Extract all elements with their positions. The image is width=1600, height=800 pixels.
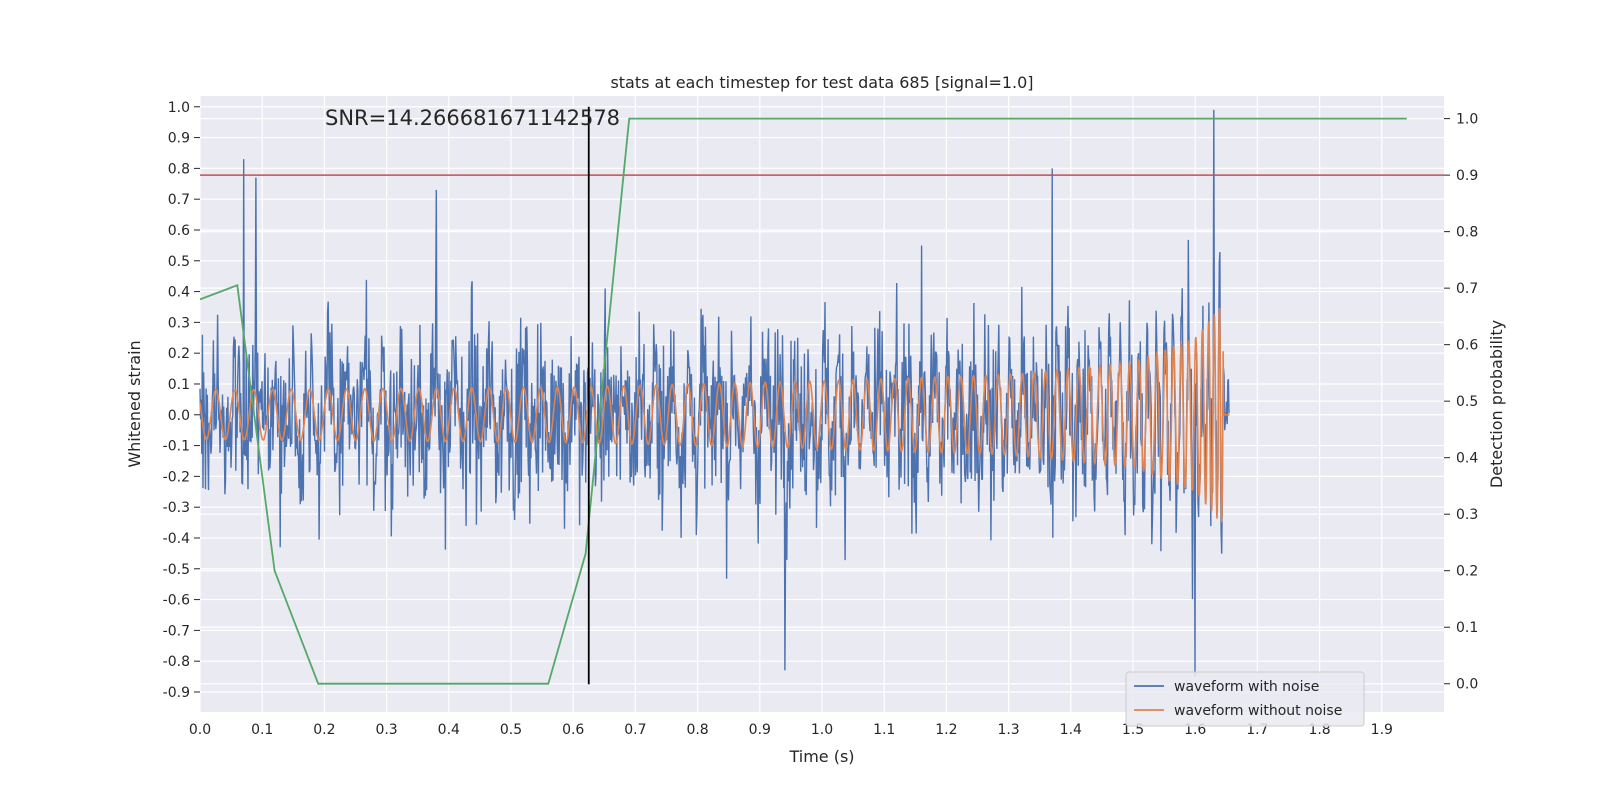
y-tick-label: -0.9 — [163, 685, 190, 701]
y-tick-label: 0.4 — [168, 285, 190, 301]
x-tick-label: 1.9 — [1371, 722, 1393, 738]
legend-label-clean: waveform without noise — [1174, 703, 1342, 719]
y-axis-label: Whitened strain — [125, 340, 144, 467]
y2-tick-label: 0.5 — [1456, 394, 1478, 410]
y-tick-label: 0.0 — [168, 408, 190, 424]
y2-tick-label: 1.0 — [1456, 112, 1478, 128]
snr-annotation: SNR=14.266681671142578 — [325, 106, 620, 130]
y-tick-label: -0.4 — [163, 531, 190, 547]
x-tick-label: 1.2 — [935, 722, 957, 738]
detection-probability-line — [199, 117, 1407, 685]
y2-tick-label: 0.3 — [1456, 507, 1478, 523]
y2-tick-label: 0.4 — [1456, 451, 1478, 467]
y-tick-label: -0.8 — [163, 654, 190, 670]
x-axis-label: Time (s) — [788, 747, 854, 766]
x-axis-ticks: 0.0 0.1 0.2 0.3 0.4 0.5 0.6 0.7 0.8 0.9 1.0 1.1 1.2 1… — [189, 722, 1393, 738]
x-tick-label: 1.4 — [1060, 722, 1082, 738]
y2-tick-label: 0.1 — [1456, 620, 1478, 636]
series-waveform-without-noise — [199, 308, 1230, 523]
legend-label-noise: waveform with noise — [1174, 679, 1319, 695]
y-tick-label: 0.6 — [168, 223, 190, 239]
y-tick-label: -0.6 — [163, 593, 190, 609]
y-tick-label: 0.7 — [168, 192, 190, 208]
y-tick-label: 0.9 — [168, 131, 190, 147]
y2-tick-label: 0.2 — [1456, 564, 1478, 580]
y-tick-label: -0.3 — [163, 500, 190, 516]
grid — [199, 96, 1444, 712]
legend-box — [1125, 671, 1365, 727]
series-detection-probability — [199, 117, 1407, 685]
right-axis-ticks: 1.0 0.9 0.8 0.7 0.6 0.5 0.4 0.3 0.2 0.1 0.0 — [1444, 112, 1478, 693]
y-tick-label: 1.0 — [168, 100, 190, 116]
y-tick-label: 0.1 — [168, 377, 190, 393]
x-tick-label: 0.6 — [562, 722, 584, 738]
y-tick-label: -0.1 — [163, 439, 190, 455]
y-tick-label: -0.5 — [163, 562, 190, 578]
x-tick-label: 0.9 — [749, 722, 771, 738]
chart-title: stats at each timestep for test data 685… — [610, 73, 1033, 92]
y-tick-label: -0.7 — [163, 623, 190, 639]
x-tick-label: 0.2 — [313, 722, 335, 738]
y2-tick-label: 0.6 — [1456, 338, 1478, 354]
y2-axis-label: Detection probability — [1487, 320, 1506, 488]
y2-tick-label: 0.9 — [1456, 168, 1478, 184]
y-tick-label: 0.8 — [168, 161, 190, 177]
x-tick-label: 1.3 — [997, 722, 1019, 738]
clean-waveform-line — [199, 308, 1230, 523]
x-tick-label: 0.1 — [251, 722, 273, 738]
x-tick-label: 0.3 — [375, 722, 397, 738]
x-tick-label: 1.0 — [811, 722, 833, 738]
y2-tick-label: 0.0 — [1456, 677, 1478, 693]
y-tick-label: 0.5 — [168, 254, 190, 270]
y2-tick-label: 0.7 — [1456, 281, 1478, 297]
x-tick-label: 0.7 — [624, 722, 646, 738]
legend: waveform with noise waveform without noi… — [1125, 671, 1365, 727]
x-tick-label: 0.0 — [189, 722, 211, 738]
y-tick-label: 0.2 — [168, 346, 190, 362]
x-tick-label: 0.8 — [686, 722, 708, 738]
y2-tick-label: 0.8 — [1456, 225, 1478, 241]
x-tick-label: 1.1 — [873, 722, 895, 738]
y-tick-label: -0.2 — [163, 469, 190, 485]
x-tick-label: 0.5 — [500, 722, 522, 738]
y-axis-ticks: 1.0 0.9 0.8 0.7 0.6 0.5 0.4 0.3 0.2 0.1 0.0 -0.1 -0.… — [163, 100, 200, 701]
x-tick-label: 0.4 — [438, 722, 460, 738]
y-tick-label: 0.3 — [168, 315, 190, 331]
